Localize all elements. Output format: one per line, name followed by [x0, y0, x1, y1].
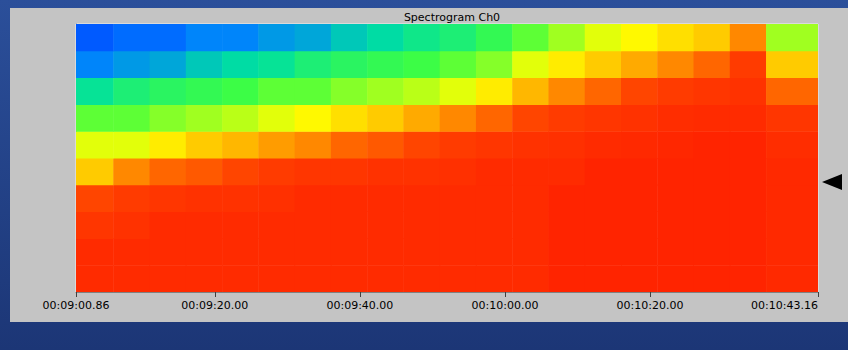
- svg-text:00:09:40.00: 00:09:40.00: [326, 299, 393, 312]
- svg-text:00:10:20.00: 00:10:20.00: [617, 299, 684, 312]
- svg-text:Spectrogram Ch0: Spectrogram Ch0: [404, 11, 500, 24]
- svg-text:00:09:20.00: 00:09:20.00: [181, 299, 248, 312]
- svg-text:00:09:00.86: 00:09:00.86: [43, 299, 110, 312]
- svg-text:00:10:43.16: 00:10:43.16: [751, 299, 818, 312]
- svg-text:00:10:00.00: 00:10:00.00: [471, 299, 538, 312]
